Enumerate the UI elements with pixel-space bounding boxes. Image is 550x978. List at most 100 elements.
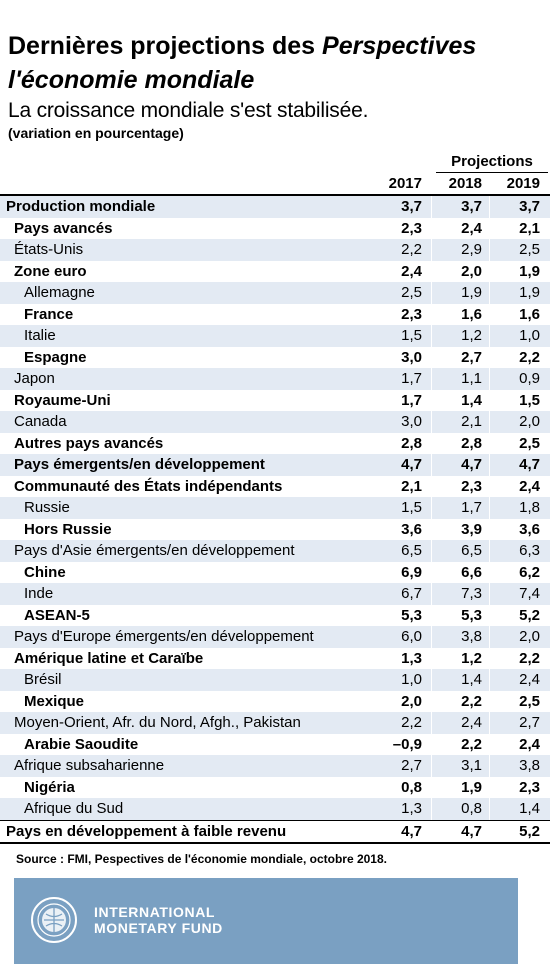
table-row: Moyen-Orient, Afr. du Nord, Afgh., Pakis… [0, 712, 550, 734]
row-value: 1,0 [519, 327, 540, 344]
row-value: 6,7 [401, 585, 422, 602]
row-value: 2,2 [461, 692, 482, 710]
table-row: Afrique subsaharienne 2,7 3,1 3,8 [0, 755, 550, 777]
column-separator [489, 755, 490, 777]
column-separator [489, 583, 490, 605]
column-separator [431, 411, 432, 433]
row-value: 2,5 [519, 241, 540, 258]
row-value: 1,6 [519, 305, 540, 323]
row-label: Afrique subsaharienne [14, 757, 165, 774]
table-body: Production mondiale 3,7 3,7 3,7 Pays avancés… [0, 196, 550, 844]
column-separator [431, 776, 432, 798]
logo-line1: INTERNATIONAL [94, 904, 216, 920]
row-value: 2,7 [519, 714, 540, 731]
table-row: Italie 1,5 1,2 1,0 [0, 325, 550, 347]
table-row: Pays d'Asie émergents/en développement 6,… [0, 540, 550, 562]
row-value: 1,9 [461, 284, 482, 301]
row-value: 2,4 [401, 262, 422, 280]
page-title-line2: l'économie mondiale [8, 66, 255, 94]
column-separator [489, 454, 490, 476]
row-label: Allemagne [24, 284, 95, 301]
table-row: Royaume-Uni 1,7 1,4 1,5 [0, 389, 550, 411]
row-value: 1,5 [401, 327, 422, 344]
column-separator [431, 217, 432, 239]
imf-banner: INTERNATIONAL MONETARY FUND [14, 878, 518, 964]
row-value: 5,2 [519, 606, 540, 624]
row-value: 6,5 [461, 542, 482, 559]
row-value: 2,3 [519, 778, 540, 796]
row-value: 2,2 [401, 241, 422, 258]
row-value: 6,0 [401, 628, 422, 645]
row-value: 2,0 [401, 692, 422, 710]
column-separator [431, 368, 432, 390]
row-value: 2,1 [461, 413, 482, 430]
row-value: 6,2 [519, 563, 540, 581]
row-value: 2,1 [401, 477, 422, 495]
column-separator [431, 260, 432, 282]
row-value: 6,9 [401, 563, 422, 581]
column-separator [431, 239, 432, 261]
column-separator [431, 518, 432, 540]
row-value: 2,4 [519, 477, 540, 495]
column-separator [431, 561, 432, 583]
row-value: 2,3 [401, 305, 422, 323]
projections-header: Projections [436, 152, 548, 173]
column-separator [431, 733, 432, 755]
row-value: 2,5 [519, 692, 540, 710]
table-row: Hors Russie 3,6 3,9 3,6 [0, 518, 550, 540]
row-value: 1,8 [519, 499, 540, 516]
column-separator [489, 217, 490, 239]
row-label: Espagne [24, 348, 87, 366]
row-value: 2,8 [401, 434, 422, 452]
row-label: France [24, 305, 74, 323]
row-value: 1,4 [461, 391, 482, 409]
source-note: Source : FMI, Pespectives de l'économie … [16, 852, 387, 866]
row-value: –0,9 [392, 735, 422, 753]
row-value: 1,2 [461, 327, 482, 344]
page-title: Dernières projections des Perspectives [8, 30, 550, 62]
row-label: Italie [24, 327, 56, 344]
row-value: 1,5 [519, 391, 540, 409]
column-separator [489, 820, 490, 842]
row-value: 2,4 [519, 735, 540, 753]
row-label: Pays émergents/en développement [14, 456, 265, 473]
column-separator [489, 561, 490, 583]
row-label: Russie [24, 499, 70, 516]
column-separator [489, 798, 490, 820]
row-value: 2,8 [461, 434, 482, 452]
row-label: Afrique du Sud [24, 800, 124, 817]
row-value: 2,3 [461, 477, 482, 495]
column-separator [431, 712, 432, 734]
row-value: 6,5 [401, 542, 422, 559]
table-row: Russie 1,5 1,7 1,8 [0, 497, 550, 519]
row-value: 3,7 [461, 198, 482, 215]
table-row: Inde 6,7 7,3 7,4 [0, 583, 550, 605]
row-value: 1,3 [401, 649, 422, 667]
column-separator [431, 282, 432, 304]
row-value: 2,1 [519, 219, 540, 237]
table-row: Mexique 2,0 2,2 2,5 [0, 690, 550, 712]
row-value: 1,9 [519, 284, 540, 301]
column-separator [489, 432, 490, 454]
table-row: Espagne 3,0 2,7 2,2 [0, 346, 550, 368]
row-value: 3,8 [519, 757, 540, 774]
row-value: 3,6 [519, 520, 540, 538]
table-row: Canada 3,0 2,1 2,0 [0, 411, 550, 433]
row-value: 1,7 [401, 370, 422, 387]
row-value: 6,3 [519, 542, 540, 559]
column-separator [489, 540, 490, 562]
year-header: 2017 [388, 175, 422, 192]
row-value: 3,8 [461, 628, 482, 645]
row-label: Moyen-Orient, Afr. du Nord, Afgh., Pakis… [14, 714, 301, 731]
row-value: 0,8 [461, 800, 482, 817]
row-label: États-Unis [14, 241, 84, 258]
row-value: 1,0 [401, 671, 422, 688]
row-label: Hors Russie [24, 520, 112, 538]
row-value: 4,7 [401, 822, 422, 840]
row-value: 5,3 [401, 606, 422, 624]
row-value: 3,6 [401, 520, 422, 538]
row-value: 1,9 [519, 262, 540, 280]
row-value: 2,2 [401, 714, 422, 731]
row-value: 1,2 [461, 649, 482, 667]
logo-line2: MONETARY FUND [94, 920, 223, 936]
